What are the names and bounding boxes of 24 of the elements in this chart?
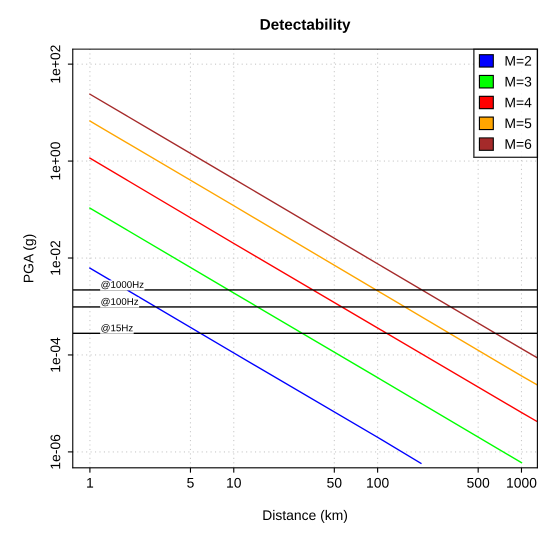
legend-label: M=5 [506,118,532,128]
ref-line-label: @100Hz [101,298,138,306]
x-axis-title: Distance (km) [263,510,348,523]
y-tick-label: 1e-06 [50,434,60,469]
x-tick-label: 1000 [507,478,536,488]
ref-line-label: @15Hz [101,324,133,333]
legend-label: M=4 [506,98,532,108]
y-axis-title: PGA (g) [23,234,36,282]
x-tick-label: 10 [227,478,241,488]
x-tick-label: 5 [187,478,194,488]
legend-label: M=3 [506,76,532,87]
legend-label: M=6 [506,139,532,149]
y-tick-label: 1e+02 [50,45,60,83]
ref-line-label: @1000Hz [101,280,144,290]
x-tick-label: 50 [327,478,342,488]
line-series [89,207,522,464]
legend-label: M=2 [506,56,532,66]
x-tick-label: 100 [367,478,389,488]
y-tick-label: 1e-02 [50,240,60,275]
x-tick-label: 500 [467,478,490,488]
x-tick-label: 1 [87,478,94,488]
y-tick-label: 1e-04 [50,338,60,372]
chart-title: Detectability [260,18,350,33]
y-tick-label: 1e+00 [50,142,60,180]
